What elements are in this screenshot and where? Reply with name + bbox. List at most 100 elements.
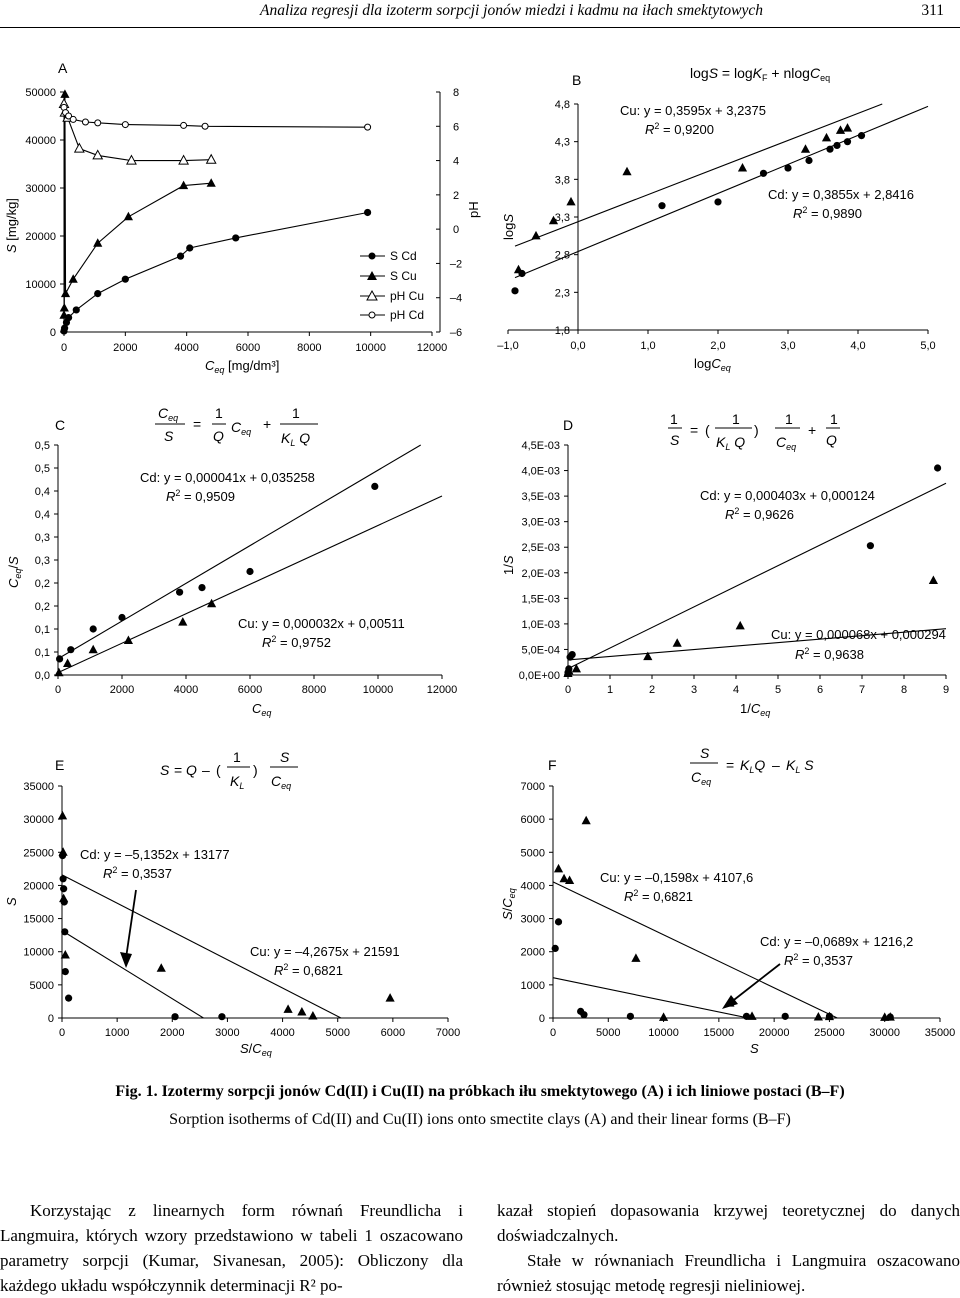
svg-text:Q: Q — [213, 428, 224, 444]
y-tick-label: 35000 — [23, 781, 54, 793]
x-tick-label: 6 — [817, 684, 823, 696]
data-point-s-cu — [206, 178, 216, 187]
x-tick-label: 0,0 — [570, 340, 585, 352]
fit-line-cu — [567, 628, 947, 661]
data-point-s-cd — [121, 275, 129, 283]
data-point-cu — [622, 166, 632, 176]
y2-tick-label: 4 — [453, 156, 459, 168]
x-tick-label: 3000 — [215, 1027, 239, 1039]
y-tick-label: 0,3 — [35, 532, 50, 544]
x-tick-label: 7 — [859, 684, 865, 696]
svg-text:Q: Q — [826, 432, 837, 448]
y-tick-label: 50000 — [25, 87, 56, 99]
x-tick-label: 0 — [55, 684, 61, 696]
y-tick-label: 0,2 — [35, 601, 50, 613]
panel-a-xlabel: Ceq [mg/dm³] — [205, 358, 279, 375]
y-tick-label: 40000 — [25, 135, 56, 147]
data-point-cu — [88, 644, 98, 654]
x-tick-label: 30000 — [869, 1027, 900, 1039]
y-tick-label: 1,5E-03 — [521, 593, 560, 605]
data-point-cd — [781, 1012, 789, 1020]
y2-tick-label: 6 — [453, 121, 459, 133]
body-column-right: kazał stopień dopasowania krzywej teoret… — [497, 1198, 960, 1298]
panel-f-plot: 0 5000 10000 15000 20000 25000 30000 35000 0 1000… — [521, 781, 956, 1039]
svg-text:Ceq: Ceq — [691, 769, 711, 787]
y-tick-label: 0,0 — [35, 670, 50, 682]
panel-a-legend: S Cd S Cu pH Cu pH Cd — [360, 249, 424, 322]
svg-text:+: + — [263, 416, 271, 432]
svg-text:KL Q: KL Q — [281, 430, 310, 448]
panel-d-ylabel: 1/S — [501, 555, 516, 575]
panel-b-ylabel: logS — [501, 214, 516, 240]
svg-text:+: + — [808, 422, 816, 438]
data-point-cd — [218, 1013, 226, 1021]
y-tick-label: 0,4 — [35, 509, 50, 521]
x-tick-label: 4000 — [174, 342, 198, 354]
paragraph: Korzystając z linearnych form równań Fre… — [0, 1201, 463, 1295]
y-tick-label: 0,1 — [35, 624, 50, 636]
data-point-s-cd — [176, 252, 185, 260]
data-point-cd — [626, 1012, 635, 1020]
fit-line-cu — [514, 103, 883, 247]
svg-text:=: = — [193, 416, 201, 432]
legend-ph-cd: pH Cd — [390, 308, 424, 322]
data-point-cd — [56, 655, 64, 663]
y-tick-label: 2,0E-03 — [521, 568, 560, 580]
data-point-cu — [57, 810, 68, 820]
svg-text:): ) — [754, 422, 759, 438]
panel-d-r2-cd: R2 = 0,9626 — [725, 506, 794, 522]
data-point-s-cd — [61, 324, 69, 332]
svg-text:S: S — [164, 428, 174, 444]
fit-line-cd — [61, 930, 204, 1019]
x-tick-label: 1,0 — [640, 340, 655, 352]
data-point-cu — [123, 635, 133, 644]
panel-f-xlabel: S — [750, 1041, 759, 1056]
data-point-ph-cd — [81, 118, 89, 126]
data-point-cu — [643, 651, 653, 661]
data-point-cd — [65, 994, 73, 1002]
panel-e-fit-cd: Cd: y = –5,1352x + 13177 — [80, 847, 230, 862]
y-tick-label: 1,8 — [555, 325, 570, 337]
x-tick-label: –1,0 — [497, 340, 518, 352]
y-tick-label: 0,3 — [35, 555, 50, 567]
svg-text:(: ( — [216, 762, 221, 778]
data-point-s-cd — [232, 234, 240, 242]
x-tick-label: 4000 — [270, 1027, 294, 1039]
data-point-cu — [842, 123, 853, 132]
x-tick-label: 10000 — [363, 684, 394, 696]
y-tick-label: 4,3 — [555, 137, 570, 149]
x-tick-label: 4000 — [174, 684, 198, 696]
panel-d-fit-cu: Cu: y = 0,000068x + 0,000294 — [771, 627, 946, 642]
data-point-cd — [714, 198, 722, 206]
data-point-cu — [566, 196, 576, 206]
fit-line-cd — [57, 444, 422, 660]
panel-e-r2-cu: R2 = 0,6821 — [274, 962, 343, 978]
y-tick-label: 3,5E-03 — [521, 491, 560, 503]
y-tick-label: 10000 — [23, 947, 54, 959]
x-tick-label: 6000 — [381, 1027, 405, 1039]
data-point-cu — [548, 215, 559, 225]
panel-b-plot: –1,0 0,0 1,0 2,0 3,0 4,0 5,0 1,8 2,3 2,8 3,3 3,8 4,3… — [497, 99, 935, 352]
panel-b-r2-cd: R2 = 0,9890 — [793, 205, 862, 221]
data-point-cu — [59, 893, 69, 903]
x-tick-label: 0 — [565, 684, 571, 696]
svg-text:KL Q: KL Q — [716, 434, 745, 452]
y-tick-label: 0,4 — [35, 486, 50, 498]
y-tick-label: 2000 — [521, 947, 545, 959]
panel-f-equation: S Ceq = KLQ – KL S — [690, 745, 814, 787]
data-point-ph-cd — [65, 112, 73, 120]
x-tick-label: 7000 — [436, 1027, 460, 1039]
figure-1: A 0 2000 4000 6000 8000 10000 1200001000020000… — [4, 60, 956, 1058]
data-point-cu — [672, 638, 682, 647]
y2-tick-label: 2 — [453, 190, 459, 202]
panel-label-d: D — [563, 417, 573, 433]
x-tick-label: 8000 — [302, 684, 326, 696]
x-tick-label: 4,0 — [850, 340, 865, 352]
data-point-cd — [246, 567, 254, 576]
data-point-cd — [371, 482, 379, 490]
svg-text:Ceq: Ceq — [776, 434, 796, 452]
data-point-s-cu — [123, 211, 133, 221]
panel-c-equation: Ceq S = 1 Q Ceq + 1 KL Q — [155, 405, 318, 448]
y-tick-label: 3,0E-03 — [521, 517, 560, 529]
data-point-s-cd — [186, 244, 194, 252]
